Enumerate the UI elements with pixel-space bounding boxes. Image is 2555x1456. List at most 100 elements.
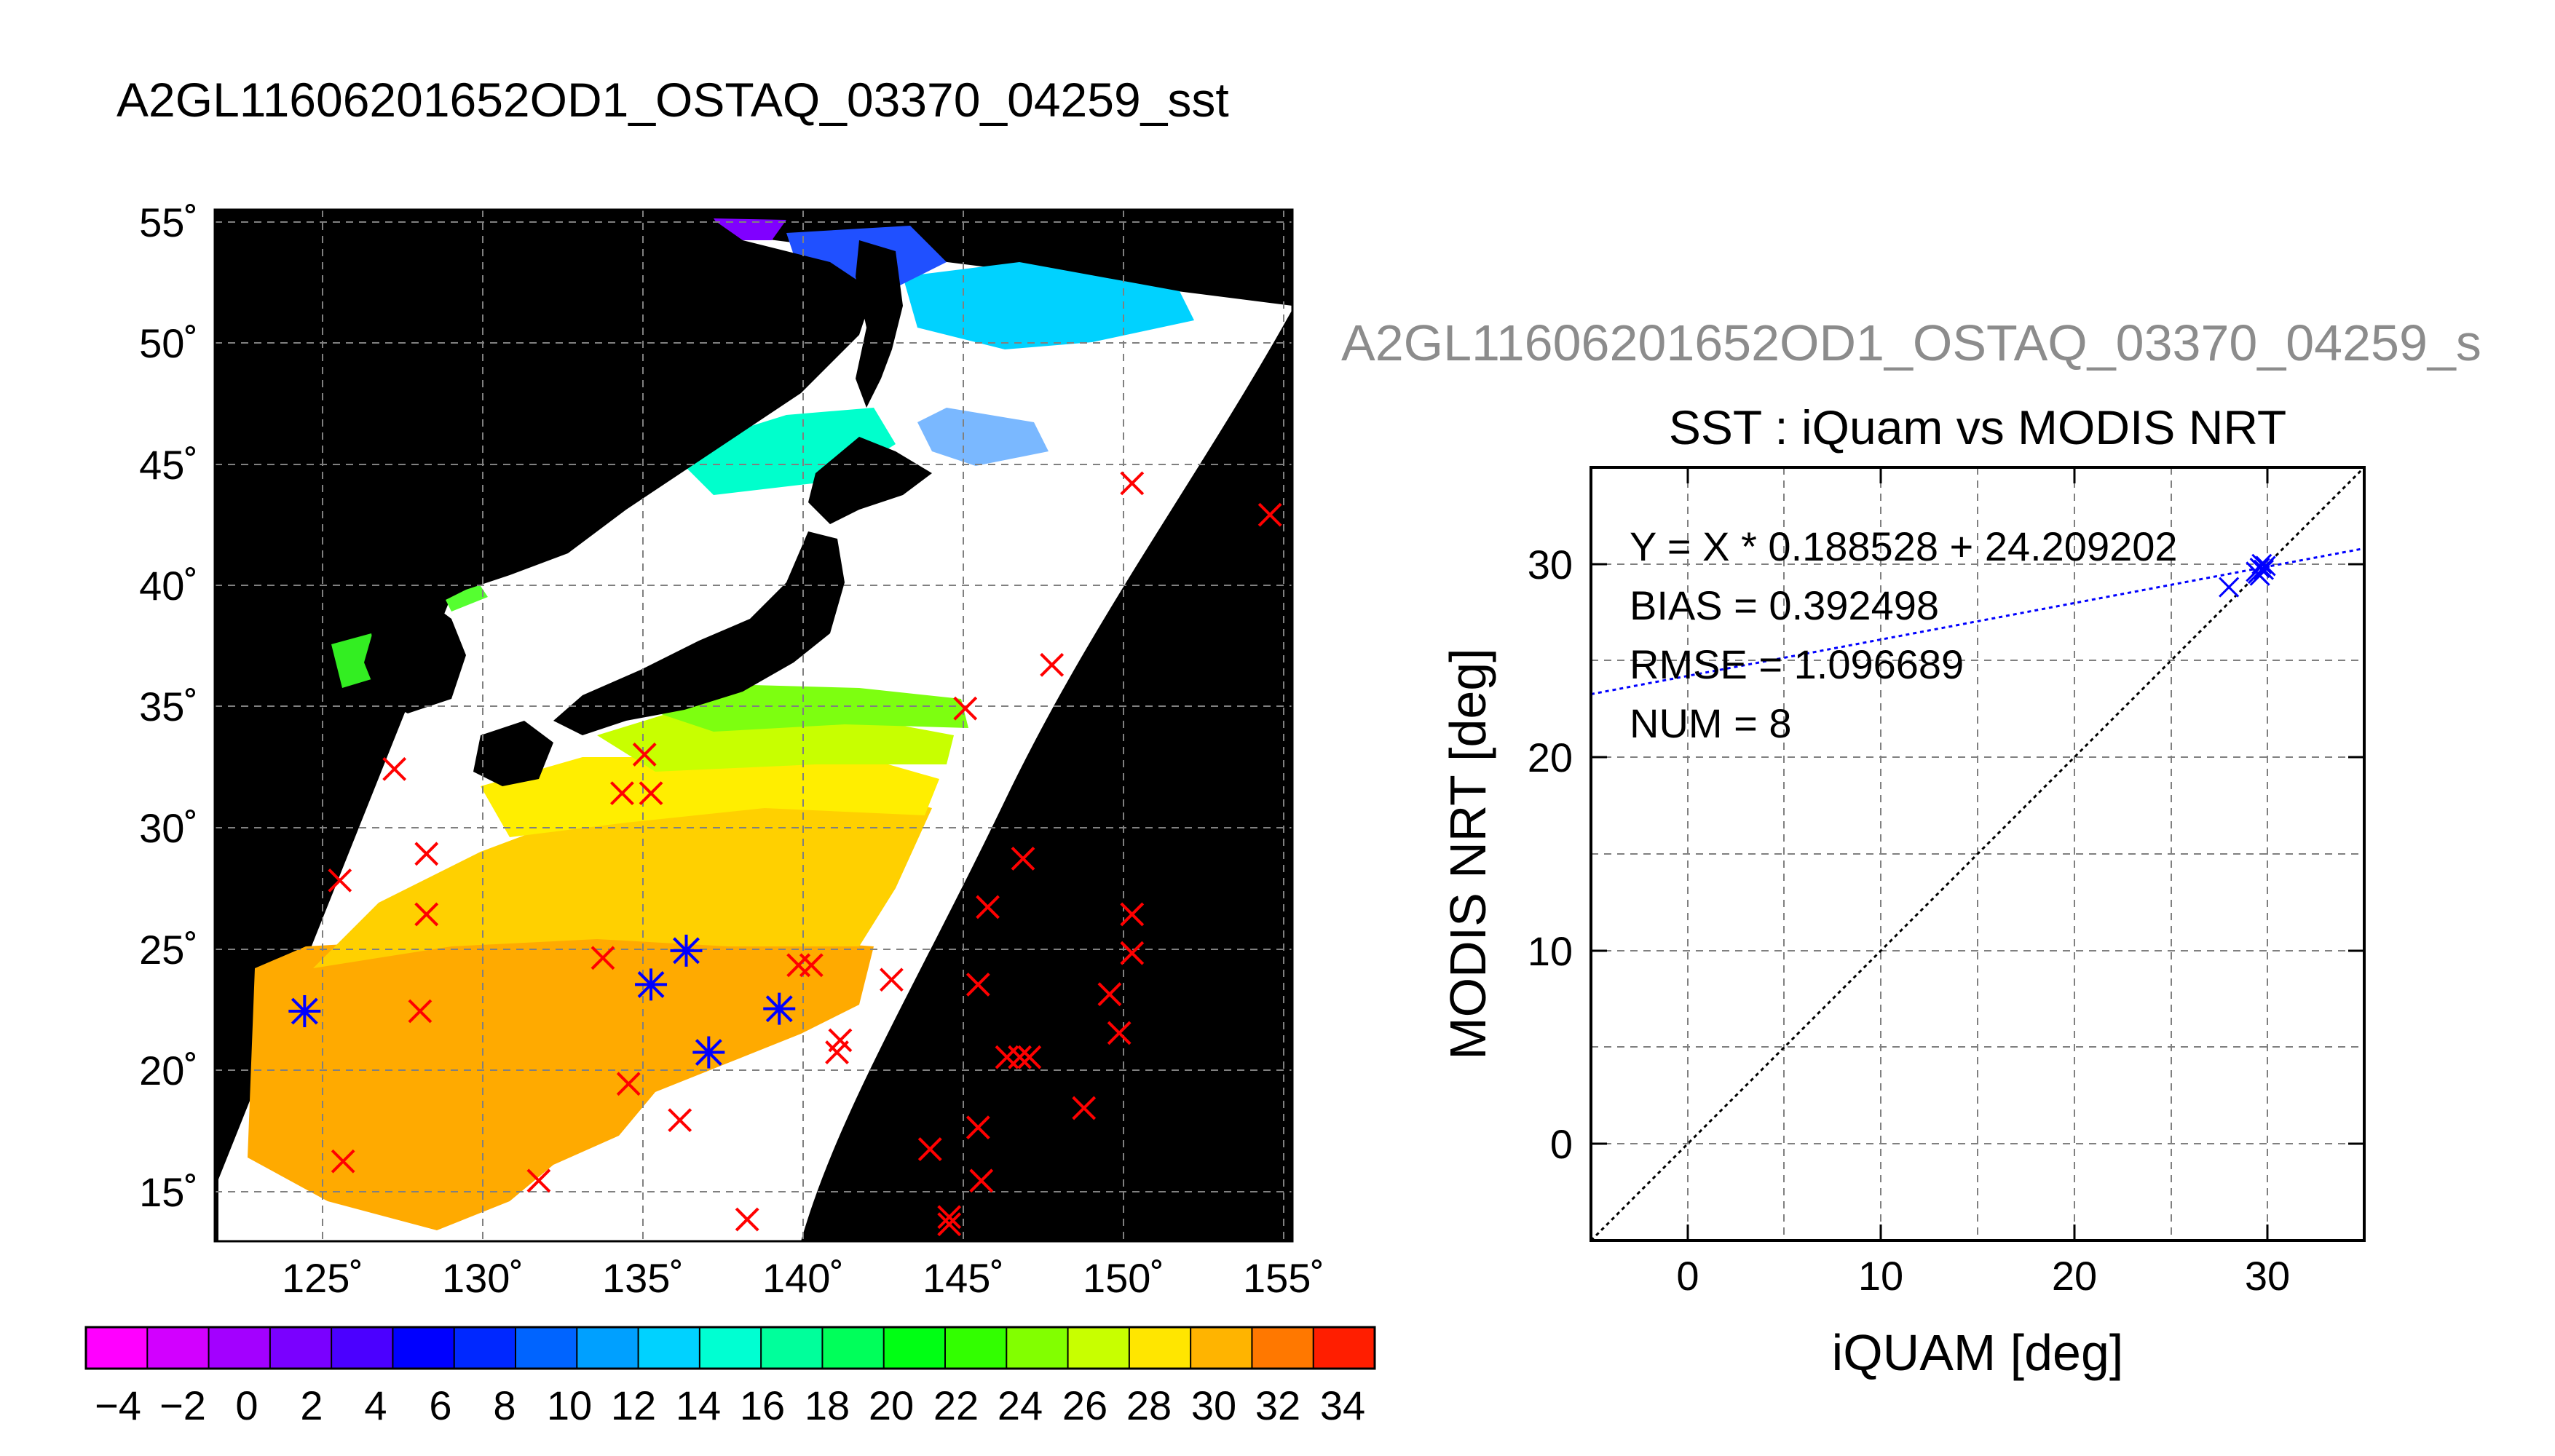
map-y-tick-label: 40˚ [139, 563, 198, 609]
colorbar-cell [1067, 1327, 1130, 1369]
colorbar: −4 −2 0 2 4 6 8 10 12 14 16 18 20 22 24 … [84, 1326, 1376, 1428]
colorbar-tick-labels: −4 −2 0 2 4 6 8 10 12 14 16 18 20 22 24 … [95, 1382, 1365, 1428]
map-x-marker [1257, 502, 1282, 527]
sst-yellow-field [313, 794, 932, 968]
colorbar-cell [1190, 1327, 1252, 1369]
map-x-marker [609, 781, 634, 806]
land-taiwan [222, 1107, 234, 1143]
scatter-y-tick-label: 20 [1528, 735, 1573, 780]
colorbar-tick-label: 34 [1320, 1382, 1365, 1428]
colorbar-cell [86, 1327, 148, 1369]
colorbar-tick-label: 4 [364, 1382, 387, 1428]
map-y-tick-label: 35˚ [139, 684, 198, 729]
map-frame [213, 208, 1294, 1243]
map-asterisk-marker [670, 934, 703, 967]
map-x-marker [937, 1205, 962, 1230]
scatter-y-axis-label: MODIS NRT [deg] [1440, 648, 1496, 1059]
identity-line [1591, 467, 2364, 1241]
map-x-marker [953, 696, 978, 721]
colorbar-tick-label: 6 [429, 1382, 451, 1428]
land-honshu [553, 531, 845, 735]
map-title: A2GL11606201652OD1_OSTAQ_03370_04259_sst [117, 73, 1229, 127]
scatter-markers [2219, 553, 2276, 598]
map-plot-area [213, 208, 1294, 1243]
scatter-point [2249, 557, 2270, 579]
scatter-plot-area: Y = X * 0.188528 + 24.209202 BIAS = 0.39… [1590, 466, 2366, 1242]
map-x-marker [639, 781, 663, 806]
colorbar-tick-label: 24 [998, 1382, 1043, 1428]
colorbar-cell [761, 1327, 823, 1369]
scatter-point [2249, 565, 2270, 586]
colorbar-tick-label: 12 [611, 1382, 656, 1428]
scatter-y-tick-label: 10 [1528, 928, 1573, 974]
map-y-tick-labels: 55˚ 50˚ 45˚ 40˚ 35˚ 30˚ 25˚ 20˚ 15˚ [139, 199, 198, 1215]
colorbar-tick-label: −2 [159, 1382, 206, 1428]
map-x-marker [735, 1207, 759, 1232]
scatter-x-tick-label: 20 [2052, 1253, 2097, 1299]
colorbar-cell [516, 1327, 577, 1369]
colorbar-cell [945, 1327, 1007, 1369]
colorbar-tick-label: −4 [95, 1382, 141, 1428]
map-y-tick-label: 15˚ [139, 1169, 198, 1215]
colorbar-tick-label: 16 [740, 1382, 785, 1428]
map-x-marker [825, 1040, 849, 1064]
map-gridlines [215, 210, 1292, 1241]
colorbar-tick-label: 18 [805, 1382, 850, 1428]
sst-cyan-okhotsk-field [903, 262, 1194, 349]
map-x-marker [591, 946, 615, 970]
map-x-tick-label: 135˚ [602, 1255, 684, 1301]
fit-line [1591, 547, 2364, 695]
sst-orange-field [248, 932, 874, 1230]
annotation-regression: Y = X * 0.188528 + 24.209202 [1630, 523, 2178, 569]
map-x-tick-label: 155˚ [1243, 1255, 1324, 1301]
scatter-x-tick-label: 10 [1858, 1253, 1903, 1299]
scatter-x-tick-label: 0 [1676, 1253, 1699, 1299]
map-x-marker [937, 1212, 962, 1237]
colorbar-cell [392, 1327, 455, 1369]
colorbar-tick-label: 26 [1062, 1382, 1107, 1428]
map-x-marker [1120, 902, 1145, 927]
map-x-marker [1017, 1045, 1042, 1069]
map-asterisk-marker [763, 992, 796, 1025]
colorbar-cell [822, 1327, 885, 1369]
map-y-tick-label: 30˚ [139, 805, 198, 851]
colorbar-cell [208, 1327, 271, 1369]
colorbar-tick-label: 2 [300, 1382, 323, 1428]
scatter-point [2255, 555, 2276, 577]
colorbar-tick-label: 22 [933, 1382, 979, 1428]
colorbar-tick-label: 30 [1191, 1382, 1236, 1428]
map-x-marker [632, 743, 657, 767]
colorbar-cell [699, 1327, 762, 1369]
map-x-marker [1120, 941, 1145, 965]
map-x-marker [1008, 1045, 1032, 1069]
map-x-tick-label: 140˚ [762, 1255, 844, 1301]
scatter-x-tick-label: 30 [2245, 1253, 2290, 1299]
scatter-subtitle: A2GL11606201652OD1_OSTAQ_03370_04259_s [1341, 314, 2481, 371]
sst-light-blue-field [917, 408, 1049, 466]
sst-yellow-sea-green-field [331, 633, 379, 688]
map-x-marker [328, 868, 352, 893]
map-x-marker [668, 1108, 692, 1133]
scatter-frame [1590, 466, 2366, 1242]
map-x-tick-labels: 125˚ 130˚ 135˚ 140˚ 145˚ 150˚ 155˚ [282, 1255, 1324, 1301]
map-x-tick-label: 130˚ [442, 1255, 524, 1301]
map-y-tick-label: 55˚ [139, 199, 198, 245]
map-asterisk-marker [288, 995, 321, 1028]
map-x-marker [331, 1149, 355, 1174]
scatter-axis-ticks [1591, 467, 2364, 1241]
map-x-marker [1120, 471, 1145, 496]
colorbar-frame [84, 1326, 1376, 1370]
map-x-marker [917, 1137, 942, 1162]
map-x-marker [1011, 847, 1035, 871]
colorbar-cell [331, 1327, 393, 1369]
map-x-tick-label: 145˚ [923, 1255, 1004, 1301]
scatter-y-tick-label: 0 [1550, 1121, 1573, 1167]
colorbar-tick-label: 8 [493, 1382, 516, 1428]
colorbar-tick-label: 0 [235, 1382, 258, 1428]
scatter-annotations: Y = X * 0.188528 + 24.209202 BIAS = 0.39… [1630, 523, 2178, 746]
scatter-y-tick-labels: 0 10 20 30 [1528, 542, 1573, 1167]
scatter-title: SST : iQuam vs MODIS NRT [1669, 400, 2286, 454]
colorbar-tick-label: 20 [869, 1382, 914, 1428]
colorbar-tick-label: 10 [547, 1382, 592, 1428]
land-korea [364, 597, 466, 713]
